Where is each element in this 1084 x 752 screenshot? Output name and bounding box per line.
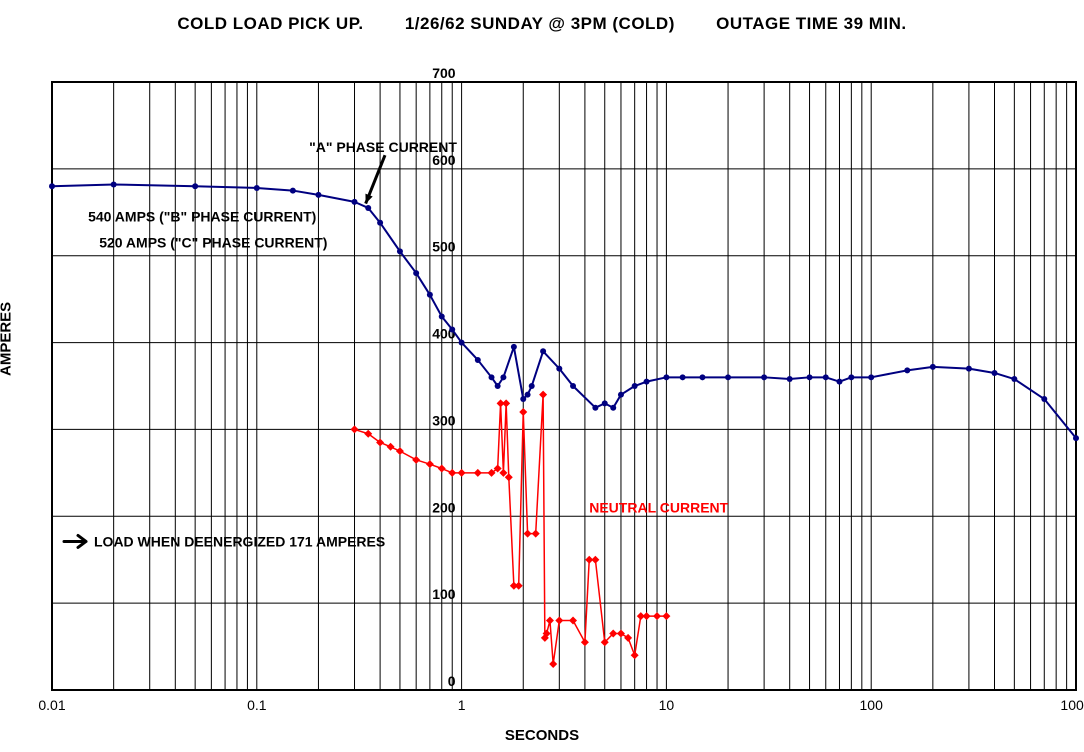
svg-text:200: 200 (432, 499, 456, 515)
chart-canvas: 0.010.111010010000100200300400500600700"… (0, 0, 1084, 752)
svg-text:500: 500 (432, 239, 456, 255)
x-axis-label: SECONDS (0, 727, 1084, 744)
svg-text:LOAD WHEN DEENERGIZED 171 AMPE: LOAD WHEN DEENERGIZED 171 AMPERES (94, 533, 385, 549)
svg-text:0.01: 0.01 (38, 697, 65, 713)
svg-text:NEUTRAL CURRENT: NEUTRAL CURRENT (589, 500, 728, 516)
svg-text:700: 700 (432, 65, 456, 81)
title-seg-3: OUTAGE TIME 39 MIN. (716, 14, 907, 34)
svg-text:1: 1 (458, 697, 466, 713)
svg-text:0.1: 0.1 (247, 697, 267, 713)
y-axis-label: AMPERES (0, 302, 15, 376)
chart-title: COLD LOAD PICK UP. 1/26/62 SUNDAY @ 3PM … (0, 14, 1084, 34)
svg-text:0: 0 (448, 673, 456, 689)
svg-text:300: 300 (432, 412, 456, 428)
svg-text:520 AMPS ("C" PHASE CURRENT): 520 AMPS ("C" PHASE CURRENT) (99, 235, 327, 251)
svg-text:100: 100 (860, 697, 884, 713)
svg-text:540 AMPS ("B" PHASE CURRENT): 540 AMPS ("B" PHASE CURRENT) (88, 209, 316, 225)
title-seg-1: COLD LOAD PICK UP. (177, 14, 363, 34)
title-seg-2: 1/26/62 SUNDAY @ 3PM (COLD) (405, 14, 675, 34)
svg-text:100: 100 (432, 586, 456, 602)
svg-text:10: 10 (659, 697, 675, 713)
svg-text:"A" PHASE CURRENT: "A" PHASE CURRENT (309, 139, 457, 155)
svg-text:1000: 1000 (1060, 697, 1084, 713)
